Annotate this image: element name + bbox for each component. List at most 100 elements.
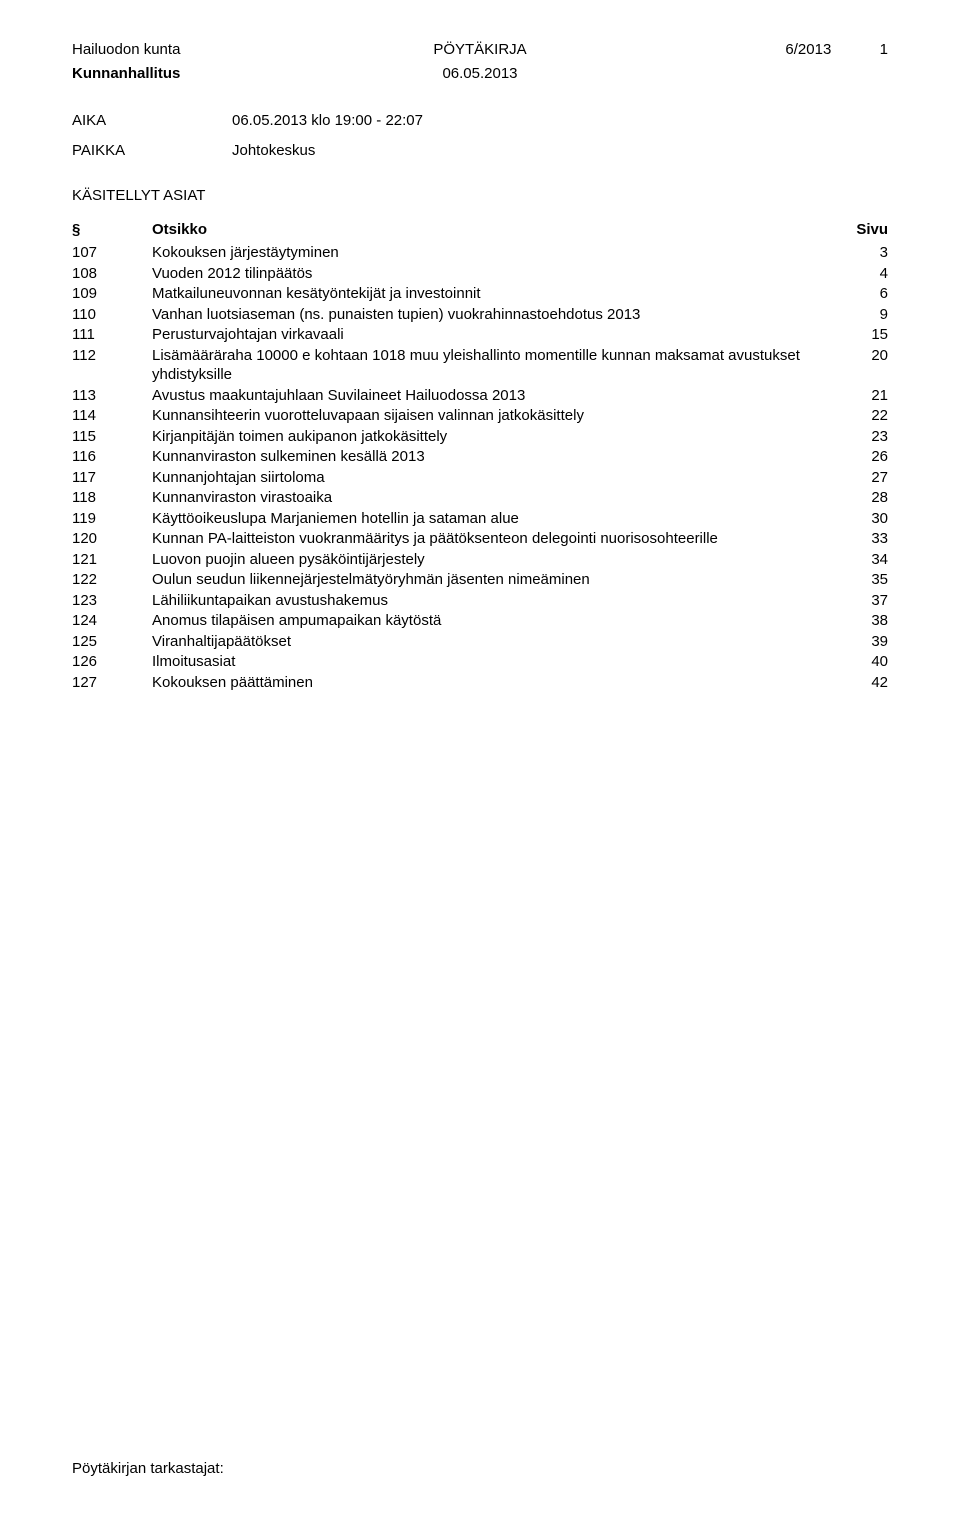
time-row: AIKA 06.05.2013 klo 19:00 - 22:07	[72, 111, 888, 131]
agenda-item-page: 42	[828, 673, 888, 693]
agenda-item-page: 20	[828, 346, 888, 366]
agenda-item-title: Lisämääräraha 10000 e kohtaan 1018 muu y…	[122, 346, 828, 385]
agenda-item-title: Kunnanviraston virastoaika	[122, 488, 828, 508]
agenda-item-title: Kokouksen päättäminen	[122, 673, 828, 693]
col-page-header: Sivu	[828, 220, 888, 240]
time-label: AIKA	[72, 111, 232, 131]
agenda-item-number: 121	[72, 550, 122, 570]
agenda-item-page: 9	[828, 305, 888, 325]
agenda-item-page: 23	[828, 427, 888, 447]
meeting-date: 06.05.2013	[344, 64, 616, 84]
agenda-item-number: 117	[72, 468, 122, 488]
document-type: PÖYTÄKIRJA	[344, 40, 616, 60]
agenda-item-title: Kunnan PA-laitteiston vuokranmääritys ja…	[122, 529, 828, 549]
agenda-row: 108Vuoden 2012 tilinpäätös4	[72, 264, 888, 284]
agenda-item-title: Vuoden 2012 tilinpäätös	[122, 264, 828, 284]
document-subheader: Kunnanhallitus 06.05.2013	[72, 64, 888, 84]
agenda-row: 120Kunnan PA-laitteiston vuokranmääritys…	[72, 529, 888, 549]
agenda-row: 126Ilmoitusasiat40	[72, 652, 888, 672]
agenda-row: 110Vanhan luotsiaseman (ns. punaisten tu…	[72, 305, 888, 325]
agenda-item-title: Anomus tilapäisen ampumapaikan käytöstä	[122, 611, 828, 631]
place-label: PAIKKA	[72, 141, 232, 161]
agenda-item-title: Kokouksen järjestäytyminen	[122, 243, 828, 263]
agenda-item-page: 33	[828, 529, 888, 549]
agenda-row: 118Kunnanviraston virastoaika28	[72, 488, 888, 508]
agenda-item-number: 120	[72, 529, 122, 549]
agenda-row: 114Kunnansihteerin vuorotteluvapaan sija…	[72, 406, 888, 426]
agenda-item-title: Kunnansihteerin vuorotteluvapaan sijaise…	[122, 406, 828, 426]
agenda-item-page: 39	[828, 632, 888, 652]
agenda-item-title: Perusturvajohtajan virkavaali	[122, 325, 828, 345]
agenda-item-number: 127	[72, 673, 122, 693]
page-number: 1	[880, 41, 888, 58]
agenda-item-page: 4	[828, 264, 888, 284]
agenda-item-page: 26	[828, 447, 888, 467]
agenda-item-page: 21	[828, 386, 888, 406]
document-header: Hailuodon kunta PÖYTÄKIRJA 6/2013 1	[72, 40, 888, 60]
agenda-item-number: 107	[72, 243, 122, 263]
agenda-item-title: Ilmoitusasiat	[122, 652, 828, 672]
document-number: 6/2013	[785, 41, 831, 58]
agenda-item-title: Vanhan luotsiaseman (ns. punaisten tupie…	[122, 305, 828, 325]
agenda-item-number: 110	[72, 305, 122, 325]
agenda-row: 125Viranhaltijapäätökset39	[72, 632, 888, 652]
agenda-row: 119Käyttöoikeuslupa Marjaniemen hotellin…	[72, 509, 888, 529]
agenda-item-title: Luovon puojin alueen pysäköintijärjestel…	[122, 550, 828, 570]
header-right: 6/2013 1	[616, 40, 888, 60]
agenda-item-title: Viranhaltijapäätökset	[122, 632, 828, 652]
agenda-item-number: 108	[72, 264, 122, 284]
municipality-name: Hailuodon kunta	[72, 40, 344, 60]
agenda-item-page: 27	[828, 468, 888, 488]
agenda-header-row: § Otsikko Sivu	[72, 220, 888, 240]
agenda-item-number: 124	[72, 611, 122, 631]
agenda-heading: KÄSITELLYT ASIAT	[72, 186, 888, 206]
agenda-item-title: Lähiliikuntapaikan avustushakemus	[122, 591, 828, 611]
agenda-row: 117Kunnanjohtajan siirtoloma27	[72, 468, 888, 488]
agenda-item-page: 15	[828, 325, 888, 345]
agenda-item-page: 28	[828, 488, 888, 508]
agenda-item-page: 30	[828, 509, 888, 529]
agenda-row: 121Luovon puojin alueen pysäköintijärjes…	[72, 550, 888, 570]
agenda-body: 107Kokouksen järjestäytyminen3108Vuoden …	[72, 243, 888, 692]
agenda-row: 127Kokouksen päättäminen42	[72, 673, 888, 693]
agenda-item-number: 114	[72, 406, 122, 426]
agenda-row: 107Kokouksen järjestäytyminen3	[72, 243, 888, 263]
agenda-item-title: Matkailuneuvonnan kesätyöntekijät ja inv…	[122, 284, 828, 304]
agenda-item-number: 109	[72, 284, 122, 304]
agenda-item-title: Kunnanjohtajan siirtoloma	[122, 468, 828, 488]
agenda-item-number: 113	[72, 386, 122, 406]
agenda-item-page: 22	[828, 406, 888, 426]
agenda-row: 111Perusturvajohtajan virkavaali15	[72, 325, 888, 345]
agenda-row: 115Kirjanpitäjän toimen aukipanon jatkok…	[72, 427, 888, 447]
footer-text: Pöytäkirjan tarkastajat:	[72, 1459, 224, 1479]
agenda-item-page: 34	[828, 550, 888, 570]
agenda-item-number: 116	[72, 447, 122, 467]
agenda-item-number: 115	[72, 427, 122, 447]
agenda-item-number: 126	[72, 652, 122, 672]
agenda-row: 124Anomus tilapäisen ampumapaikan käytös…	[72, 611, 888, 631]
agenda-item-title: Oulun seudun liikennejärjestelmätyöryhmä…	[122, 570, 828, 590]
agenda-item-title: Kirjanpitäjän toimen aukipanon jatkokäsi…	[122, 427, 828, 447]
col-section-header: §	[72, 220, 122, 240]
agenda-item-page: 40	[828, 652, 888, 672]
agenda-item-number: 123	[72, 591, 122, 611]
agenda-item-number: 112	[72, 346, 122, 366]
agenda-item-title: Avustus maakuntajuhlaan Suvilaineet Hail…	[122, 386, 828, 406]
agenda-item-page: 3	[828, 243, 888, 263]
place-value: Johtokeskus	[232, 141, 315, 161]
col-title-header: Otsikko	[122, 220, 828, 240]
agenda-row: 123Lähiliikuntapaikan avustushakemus37	[72, 591, 888, 611]
place-row: PAIKKA Johtokeskus	[72, 141, 888, 161]
agenda-row: 112Lisämääräraha 10000 e kohtaan 1018 mu…	[72, 346, 888, 385]
agenda-row: 113Avustus maakuntajuhlaan Suvilaineet H…	[72, 386, 888, 406]
time-value: 06.05.2013 klo 19:00 - 22:07	[232, 111, 423, 131]
agenda-item-number: 111	[72, 325, 122, 345]
agenda-item-page: 35	[828, 570, 888, 590]
board-name: Kunnanhallitus	[72, 65, 180, 82]
agenda-item-number: 118	[72, 488, 122, 508]
agenda-item-title: Kunnanviraston sulkeminen kesällä 2013	[122, 447, 828, 467]
agenda-item-page: 37	[828, 591, 888, 611]
agenda-item-title: Käyttöoikeuslupa Marjaniemen hotellin ja…	[122, 509, 828, 529]
agenda-item-number: 125	[72, 632, 122, 652]
agenda-item-page: 6	[828, 284, 888, 304]
